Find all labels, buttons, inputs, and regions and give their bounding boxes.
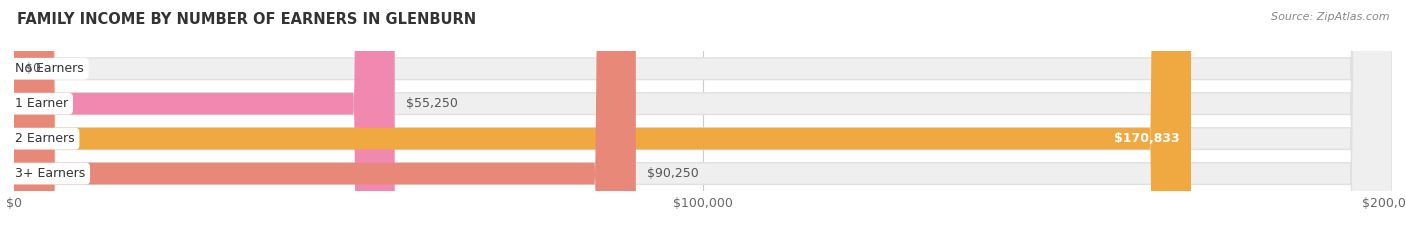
Text: Source: ZipAtlas.com: Source: ZipAtlas.com (1271, 12, 1389, 22)
Text: 2 Earners: 2 Earners (15, 132, 75, 145)
FancyBboxPatch shape (14, 0, 1191, 233)
Text: 1 Earner: 1 Earner (15, 97, 69, 110)
Text: $0: $0 (25, 62, 41, 75)
FancyBboxPatch shape (14, 0, 1392, 233)
Text: $90,250: $90,250 (647, 167, 699, 180)
FancyBboxPatch shape (14, 0, 1392, 233)
FancyBboxPatch shape (14, 0, 395, 233)
FancyBboxPatch shape (14, 0, 636, 233)
Text: $55,250: $55,250 (406, 97, 457, 110)
FancyBboxPatch shape (14, 0, 1392, 233)
Text: $170,833: $170,833 (1115, 132, 1180, 145)
Text: No Earners: No Earners (15, 62, 84, 75)
Text: 3+ Earners: 3+ Earners (15, 167, 86, 180)
FancyBboxPatch shape (14, 0, 1392, 233)
Text: FAMILY INCOME BY NUMBER OF EARNERS IN GLENBURN: FAMILY INCOME BY NUMBER OF EARNERS IN GL… (17, 12, 477, 27)
